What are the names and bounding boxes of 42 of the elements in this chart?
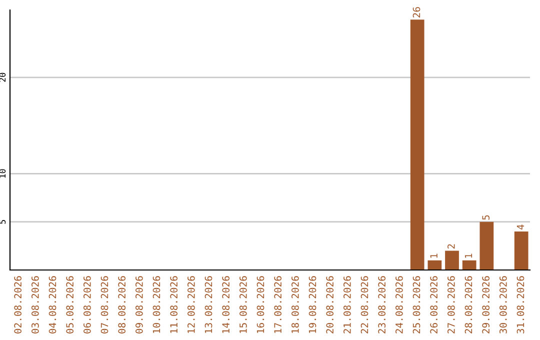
x-tick-label: 31.08.2026 [516, 276, 524, 334]
x-tick-label: 03.08.2026 [31, 276, 39, 334]
data-label: 2 [447, 244, 455, 249]
data-label: 26 [412, 7, 420, 18]
x-tick-label: 02.08.2026 [14, 276, 22, 334]
x-tick-label: 07.08.2026 [100, 276, 108, 334]
x-tick-label: 11.08.2026 [170, 276, 178, 333]
x-tick-label: 08.08.2026 [118, 276, 126, 334]
bar [480, 222, 494, 270]
x-tick-label: 09.08.2026 [135, 276, 143, 334]
x-tick-label: 25.08.2026 [412, 276, 420, 334]
x-tick-label: 18.08.2026 [291, 276, 299, 333]
bar [428, 260, 442, 270]
data-label: 4 [516, 224, 524, 230]
x-tick-label: 30.08.2026 [499, 276, 507, 334]
x-tick-label: 12.08.2026 [187, 276, 195, 333]
data-label: 5 [482, 215, 490, 220]
data-label: 1 [464, 254, 472, 258]
x-tick-label: 21.08.2026 [343, 276, 351, 334]
data-label: 1 [430, 254, 438, 258]
x-tick-label: 05.08.2026 [66, 276, 74, 334]
bar [445, 250, 459, 270]
x-tick-label: 10.08.2026 [152, 276, 160, 333]
x-tick-label: 06.08.2026 [83, 276, 91, 334]
x-tick-label: 28.08.2026 [464, 276, 472, 334]
x-tick-label: 22.08.2026 [360, 276, 368, 334]
x-tick-label: 15.08.2026 [239, 276, 247, 333]
x-tick-label: 23.08.2026 [378, 276, 386, 334]
x-tick-label: 26.08.2026 [430, 276, 438, 334]
x-tick-label: 24.08.2026 [395, 276, 403, 334]
x-tick-label: 17.08.2026 [274, 276, 282, 333]
x-tick-label: 16.08.2026 [256, 276, 264, 333]
bar [514, 231, 528, 270]
bar [462, 260, 476, 270]
x-tick-label: 19.08.2026 [308, 276, 316, 333]
x-tick-label: 27.08.2026 [447, 276, 455, 334]
x-tick-label: 20.08.2026 [326, 276, 334, 334]
bar [410, 20, 424, 270]
x-tick-label: 13.08.2026 [204, 276, 212, 333]
x-tick-label: 29.08.2026 [482, 276, 490, 334]
x-tick-label: 14.08.2026 [222, 276, 230, 333]
x-tick-label: 04.08.2026 [48, 276, 56, 334]
